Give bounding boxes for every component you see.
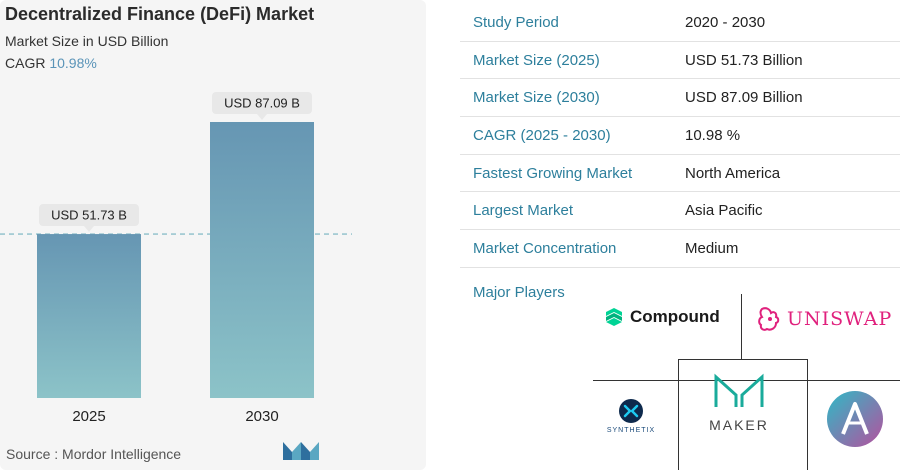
source-note: Source : Mordor Intelligence [6, 446, 182, 462]
row-label: Market Concentration [473, 239, 617, 257]
divider [678, 359, 679, 470]
row-label: Market Size (2025) [473, 51, 600, 69]
cagr-line: CAGR 10.98% [5, 55, 97, 71]
table-row: Market Size (2030) USD 87.09 Billion [460, 79, 900, 118]
bar-2025 [37, 234, 141, 398]
divider [741, 294, 742, 359]
uniswap-logo: UNISWAP [756, 305, 892, 333]
uniswap-name: UNISWAP [787, 308, 893, 330]
major-players-title: Major Players [473, 284, 565, 301]
unicorn-icon [758, 307, 780, 331]
row-label: Market Size (2030) [473, 89, 600, 107]
synthetix-icon [619, 399, 643, 423]
row-label: Study Period [473, 13, 559, 31]
row-label: Fastest Growing Market [473, 164, 633, 182]
maker-name: MAKER [709, 417, 769, 433]
maker-logo: MAKER [708, 373, 770, 433]
divider [807, 359, 808, 470]
row-label: CAGR (2025 - 2030) [473, 126, 611, 144]
row-value: Medium [685, 239, 739, 257]
divider [678, 359, 808, 360]
row-value: 2020 - 2030 [685, 13, 766, 31]
data-label-pointer [257, 114, 267, 120]
row-value: Asia Pacific [685, 202, 763, 220]
row-value: USD 51.73 Billion [685, 51, 803, 69]
x-tick-label: 2030 [245, 408, 278, 425]
compound-name: Compound [630, 307, 720, 326]
bar-2030 [210, 122, 314, 398]
aave-logo [825, 390, 885, 448]
synthetix-name: SYNTHETIX [606, 427, 656, 434]
table-row: Market Size (2025) USD 51.73 Billion [460, 42, 900, 80]
table-row: Largest Market Asia Pacific [460, 192, 900, 231]
data-label-box [212, 92, 312, 114]
study-summary-table: Study Period 2020 - 2030 Market Size (20… [460, 4, 900, 268]
mordor-intelligence-logo [283, 442, 319, 460]
data-label-box [39, 204, 139, 227]
chart-subtitle: Market Size in USD Billion [5, 33, 169, 49]
chart-card: Decentralized Finance (DeFi) Market Mark… [0, 0, 426, 470]
compound-logo: Compound [603, 306, 720, 328]
aave-icon [827, 391, 883, 447]
maker-icon [714, 373, 764, 407]
data-label: USD 51.73 B [51, 208, 127, 223]
data-label: USD 87.09 B [224, 96, 300, 111]
bar-chart: USD 51.73 B 2025 USD 87.09 B 2030 [0, 92, 352, 425]
table-row: Market Concentration Medium [460, 230, 900, 268]
chart-title: Decentralized Finance (DeFi) Market [5, 4, 315, 24]
cagr-value: 10.98% [49, 55, 97, 71]
table-row: Fastest Growing Market North America [460, 155, 900, 193]
compound-icon [606, 308, 622, 326]
table-row: CAGR (2025 - 2030) 10.98 % [460, 117, 900, 155]
data-label-pointer [84, 226, 94, 233]
cagr-label: CAGR [5, 55, 46, 71]
row-value: North America [685, 164, 781, 182]
row-label: Largest Market [473, 202, 574, 220]
x-tick-label: 2025 [72, 408, 105, 425]
row-value: 10.98 % [685, 126, 741, 144]
divider [593, 380, 900, 381]
row-value: USD 87.09 Billion [685, 89, 803, 107]
table-row: Study Period 2020 - 2030 [460, 4, 900, 42]
synthetix-logo: SYNTHETIX [598, 398, 664, 434]
